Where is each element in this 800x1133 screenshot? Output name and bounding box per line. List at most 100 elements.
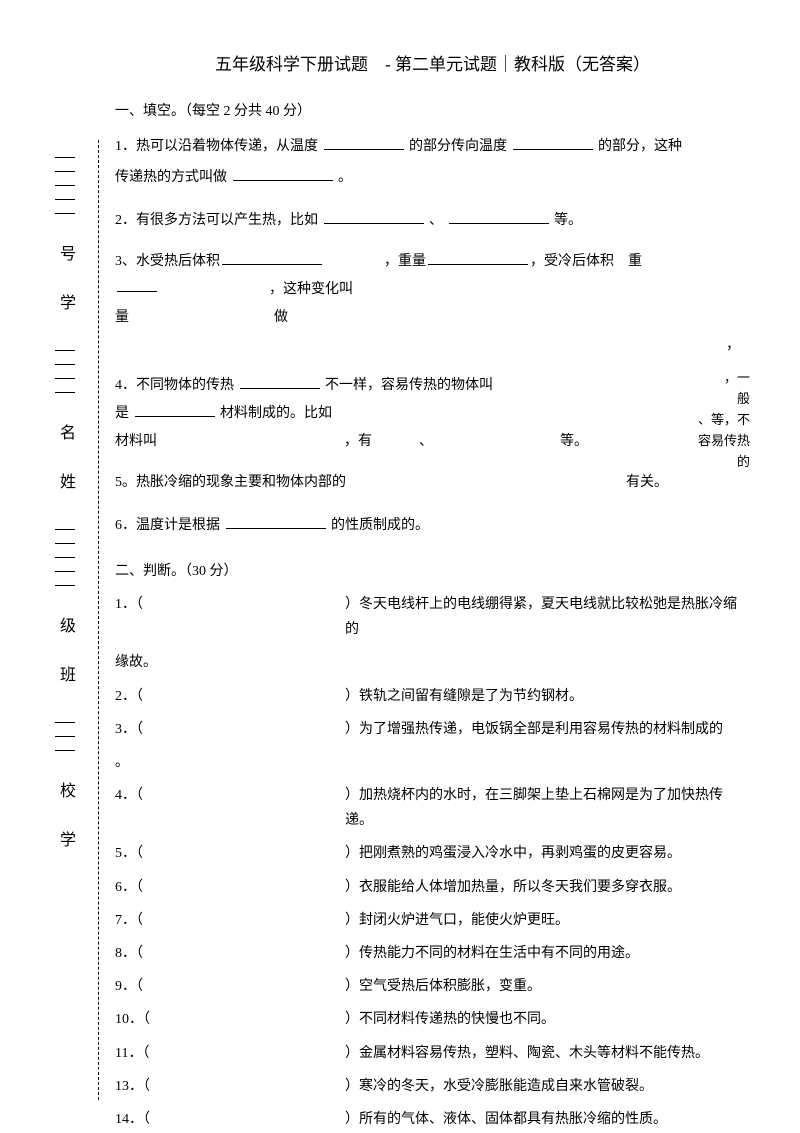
q3-text: ，这种变化叫	[269, 276, 353, 304]
q3-text: 3、水受热后体积	[115, 248, 220, 276]
question-1: 1．热可以沿着物体传递，从温度 的部分传向温度 的部分，这种 传递热的方式叫做 …	[115, 132, 750, 194]
judge-item: 2．（ ）铁轨之间留有缝隙是了为节约钢材。	[115, 684, 750, 709]
judge-item: 4．（ ）加热烧杯内的水时，在三脚架上垫上石棉网是为了加快热传递。	[115, 783, 750, 833]
q1-text: 传递热的方式叫做	[115, 170, 227, 185]
q3-text: ，受冷后体积 重	[530, 248, 642, 276]
q4-text: 、	[419, 434, 433, 449]
question-3: 3、水受热后体积 ，重量 ，受冷后体积 重 ，这种变化叫 量 做 ，	[115, 248, 750, 360]
blank[interactable]	[428, 249, 528, 265]
blank[interactable]	[513, 134, 593, 150]
q4-text: 4．不同物体的传热	[115, 378, 234, 393]
side-label-banji: 级 班	[53, 617, 77, 690]
q4-text: 等。	[560, 434, 588, 449]
blank[interactable]	[324, 208, 424, 224]
q1-text: 的部分，这种	[598, 139, 682, 154]
blank[interactable]	[449, 208, 549, 224]
side-label-xuexiao: 校 学	[53, 782, 77, 855]
judge-num: 13．（	[115, 1074, 175, 1099]
q4-text: 不一样，容易传热的物体叫	[325, 378, 493, 393]
judge-paren[interactable]	[175, 1007, 345, 1032]
judge-num: 5．（	[115, 841, 175, 866]
judge-text: ）所有的气体、液体、固体都具有热胀冷缩的性质。	[345, 1107, 750, 1132]
q6-text: 的性质制成的。	[331, 518, 429, 533]
q1-text: 。	[338, 170, 352, 185]
side-label-xingming: 名 姓	[53, 424, 77, 497]
judge-paren[interactable]	[175, 592, 345, 642]
main-content: 五年级科学下册试题 - 第二单元试题｜教科版（无答案） 一、填空。（每空 2 分…	[115, 50, 760, 1132]
judge-text: ）寒冷的冬天，水受冷膨胀能造成自来水管破裂。	[345, 1074, 750, 1099]
blank[interactable]	[233, 165, 333, 181]
q2-text: 2．有很多方法可以产生热，比如	[115, 213, 318, 228]
q3-text: 做	[274, 304, 288, 332]
judge-num: 7．（	[115, 908, 175, 933]
judge-paren[interactable]	[175, 717, 345, 742]
judge-text: ）封闭火炉进气口，能使火炉更旺。	[345, 908, 750, 933]
judge-paren[interactable]	[175, 908, 345, 933]
blank[interactable]	[240, 373, 320, 389]
q4-right: ，一 般 、等，不 容易传热 的	[698, 368, 750, 472]
section-b-header: 二、判断。（30 分）	[115, 560, 750, 580]
q3-text: ，重量	[384, 248, 426, 276]
q4-text: 是	[115, 406, 129, 421]
judge-paren[interactable]	[175, 974, 345, 999]
blank[interactable]	[222, 249, 322, 265]
judge-item: 1．（）冬天电线杆上的电线绷得紧，夏天电线就比较松弛是热胀冷缩的	[115, 592, 750, 642]
judge-item: 7．（ ）封闭火炉进气口，能使火炉更旺。	[115, 908, 750, 933]
judge-item: 10．（ ）不同材料传递热的快慢也不同。	[115, 1007, 750, 1032]
side-label-xuehao: 号 学	[53, 245, 77, 318]
judge-paren[interactable]	[175, 783, 345, 833]
judge-num: 3．（	[115, 717, 175, 742]
dotted-divider	[98, 140, 99, 1100]
judge-text: ）把刚煮熟的鸡蛋浸入冷水中，再剥鸡蛋的皮更容易。	[345, 841, 750, 866]
q4-text: 材料叫	[115, 434, 157, 449]
judge-text: ）衣服能给人体增加热量，所以冬天我们要多穿衣服。	[345, 875, 750, 900]
judge-item: 5．（ ）把刚煮熟的鸡蛋浸入冷水中，再剥鸡蛋的皮更容易。	[115, 841, 750, 866]
side-column: 号 学 名 姓 级 班 校 学	[45, 140, 85, 870]
blank[interactable]	[117, 276, 157, 292]
q2-text: 、	[429, 213, 443, 228]
judge-num: 10．（	[115, 1007, 175, 1032]
judge-text: ）不同材料传递热的快慢也不同。	[345, 1007, 750, 1032]
q4-text: 材料制成的。比如	[220, 406, 332, 421]
judge-item: 8．（）传热能力不同的材料在生活中有不同的用途。	[115, 941, 750, 966]
judge-text: ）铁轨之间留有缝隙是了为节约钢材。	[345, 684, 750, 709]
judge-paren[interactable]	[175, 1107, 345, 1132]
judge-paren[interactable]	[175, 941, 345, 966]
question-4: 4．不同物体的传热 不一样，容易传热的物体叫 ，一 般 、等，不 容易传热 的 …	[115, 372, 750, 456]
judge-list: 1．（）冬天电线杆上的电线绷得紧，夏天电线就比较松弛是热胀冷缩的缘故。 2．（ ）铁…	[115, 592, 750, 1132]
side-blank	[55, 522, 75, 592]
judge-item: 14．（ ）所有的气体、液体、固体都具有热胀冷缩的性质。	[115, 1107, 750, 1132]
judge-num: 14．（	[115, 1107, 175, 1132]
q6-text: 6．温度计是根据	[115, 518, 220, 533]
judge-paren[interactable]	[175, 841, 345, 866]
blank[interactable]	[324, 134, 404, 150]
question-5: 5。热胀冷缩的现象主要和物体内部的 有关。	[115, 468, 698, 499]
judge-text: ）冬天电线杆上的电线绷得紧，夏天电线就比较松弛是热胀冷缩的	[345, 592, 750, 642]
judge-paren[interactable]	[175, 1074, 345, 1099]
side-blank	[55, 150, 75, 220]
judge-text: ）金属材料容易传热，塑料、陶瓷、木头等材料不能传热。	[345, 1041, 750, 1066]
judge-paren[interactable]	[175, 684, 345, 709]
q1-text: 1．热可以沿着物体传递，从温度	[115, 139, 318, 154]
judge-text: ）为了增强热传递，电饭锅全部是利用容易传热的材料制成的	[345, 717, 750, 742]
q1-text: 的部分传向温度	[409, 139, 507, 154]
judge-num: 8．（	[115, 941, 175, 966]
judge-item: 9．（）空气受热后体积膨胀，变重。	[115, 974, 750, 999]
judge-text: ）加热烧杯内的水时，在三脚架上垫上石棉网是为了加快热传递。	[345, 783, 750, 833]
judge-item: 13．（ ）寒冷的冬天，水受冷膨胀能造成自来水管破裂。	[115, 1074, 750, 1099]
judge-paren[interactable]	[175, 875, 345, 900]
page-title: 五年级科学下册试题 - 第二单元试题｜教科版（无答案）	[115, 50, 750, 75]
judge-num: 6．（	[115, 875, 175, 900]
judge-item: 缘故。	[115, 650, 750, 675]
judge-num: 11．（	[115, 1041, 175, 1066]
question-6: 6．温度计是根据 的性质制成的。	[115, 511, 750, 542]
judge-item: 11．（ ）金属材料容易传热，塑料、陶瓷、木头等材料不能传热。	[115, 1041, 750, 1066]
judge-num: 2．（	[115, 684, 175, 709]
judge-num: 4．（	[115, 783, 175, 833]
section-a-header: 一、填空。（每空 2 分共 40 分）	[115, 100, 750, 120]
blank[interactable]	[226, 513, 326, 529]
judge-paren[interactable]	[175, 1041, 345, 1066]
blank[interactable]	[135, 401, 215, 417]
side-blank	[55, 343, 75, 399]
question-2: 2．有很多方法可以产生热，比如 、 等。	[115, 206, 750, 237]
